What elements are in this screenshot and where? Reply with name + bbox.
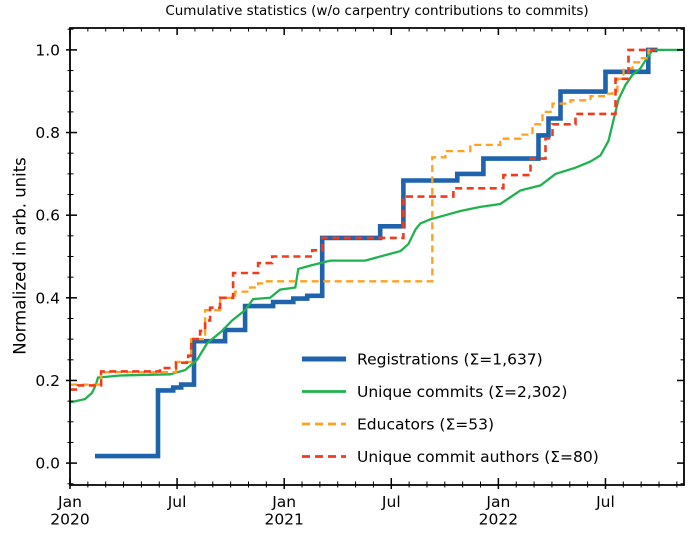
y-tick-label: 1.0 — [35, 41, 60, 59]
legend-label-educators: Educators (Σ=53) — [357, 416, 494, 434]
legend-item-registrations: Registrations (Σ=1,637) — [302, 351, 543, 369]
y-tick-labels: 0.0 0.2 0.4 0.6 0.8 1.0 — [35, 41, 60, 472]
series-line-registrations — [95, 47, 658, 459]
legend: Registrations (Σ=1,637) Unique commits (Σ… — [302, 351, 599, 466]
x-tick-label: Jan 2022 — [479, 493, 518, 529]
axes-frame — [69, 27, 685, 486]
series-line-unique-commit-authors — [70, 48, 656, 391]
y-tick-label: 0.6 — [35, 207, 60, 225]
y-tick-label: 0.8 — [35, 124, 60, 142]
legend-item-unique-commit-authors: Unique commit authors (Σ=80) — [302, 448, 599, 466]
series-lines — [69, 47, 684, 459]
y-tick-label: 0.2 — [35, 372, 60, 390]
y-tick-label: 0.0 — [35, 455, 60, 473]
x-tick-label: Jul — [381, 493, 401, 511]
legend-label-registrations: Registrations (Σ=1,637) — [357, 351, 543, 369]
x-tick-label: Jan 2020 — [50, 493, 89, 529]
x-tick-label: Jul — [167, 493, 187, 511]
series-line-educators — [70, 48, 654, 386]
x-tick-label: Jan 2021 — [264, 493, 303, 529]
legend-label-unique-commits: Unique commits (Σ=2,302) — [357, 383, 567, 401]
chart-title: Cumulative statistics (w/o carpentry con… — [165, 3, 589, 19]
legend-item-unique-commits: Unique commits (Σ=2,302) — [302, 383, 567, 401]
x-tick-label: Jul — [595, 493, 615, 511]
legend-item-educators: Educators (Σ=53) — [302, 416, 494, 434]
x-tick-labels: Jan 2020 Jul Jan 2021 Jul Jan 2022 Jul — [50, 493, 615, 529]
legend-label-unique-commit-authors: Unique commit authors (Σ=80) — [357, 448, 599, 466]
y-tick-label: 0.4 — [35, 289, 60, 307]
axis-ticks — [66, 28, 684, 489]
series-line-unique-commits — [69, 48, 684, 404]
